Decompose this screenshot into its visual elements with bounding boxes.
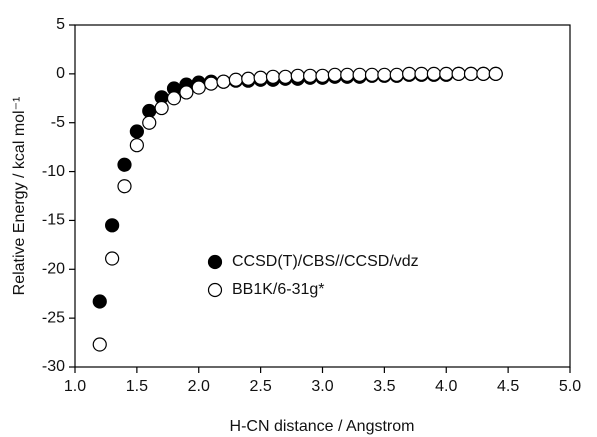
marker <box>105 251 120 266</box>
marker <box>154 100 169 116</box>
x-tick-label: 5.0 <box>559 378 581 395</box>
marker <box>129 124 144 139</box>
y-tick-label: -15 <box>42 212 65 229</box>
marker <box>290 68 305 83</box>
marker <box>265 69 281 84</box>
marker <box>327 67 342 82</box>
marker <box>364 67 380 82</box>
legend-label: BB1K/6-31g* <box>232 281 325 298</box>
marker <box>216 74 231 89</box>
y-tick-label: -25 <box>42 309 65 326</box>
marker <box>166 91 182 106</box>
marker <box>402 66 417 81</box>
x-axis-label: H-CN distance / Angstrom <box>230 418 415 435</box>
marker <box>92 294 107 309</box>
marker <box>451 66 466 81</box>
y-tick-label: -30 <box>42 358 65 375</box>
x-tick-label: 1.5 <box>126 378 148 395</box>
marker <box>92 337 107 352</box>
x-tick-label: 4.5 <box>497 378 519 395</box>
marker <box>228 72 243 87</box>
x-tick-label: 1.0 <box>64 378 86 395</box>
marker <box>117 157 132 172</box>
marker <box>352 67 367 82</box>
marker <box>414 66 429 81</box>
marker <box>463 66 479 81</box>
marker <box>191 80 206 95</box>
x-tick-label: 2.5 <box>250 378 272 395</box>
marker <box>315 68 330 83</box>
y-tick-label: 0 <box>56 65 65 82</box>
x-tick-label: 2.0 <box>188 378 210 395</box>
marker <box>142 103 157 119</box>
legend-label: CCSD(T)/CBS//CCSD/vdz <box>232 253 419 270</box>
marker <box>241 71 256 86</box>
marker <box>129 138 144 153</box>
marker <box>340 67 355 82</box>
marker <box>253 70 268 85</box>
legend-marker <box>207 282 223 298</box>
marker <box>105 218 120 233</box>
marker <box>278 69 293 84</box>
marker <box>488 66 503 81</box>
y-tick-label: -5 <box>51 114 65 131</box>
y-tick-label: 5 <box>56 16 65 33</box>
x-tick-label: 3.0 <box>311 378 333 395</box>
marker <box>439 66 454 81</box>
y-tick-label: -10 <box>42 163 65 180</box>
x-tick-label: 4.0 <box>435 378 457 395</box>
marker <box>204 76 219 91</box>
y-tick-label: -20 <box>42 261 65 278</box>
marker <box>426 66 441 81</box>
legend-marker <box>207 254 223 270</box>
x-tick-label: 3.5 <box>373 378 395 395</box>
marker <box>179 85 194 100</box>
marker <box>377 67 392 82</box>
marker <box>142 115 157 130</box>
marker <box>303 68 318 83</box>
y-axis-label: Relative Energy / kcal mol⁻¹ <box>11 97 28 296</box>
marker <box>117 179 132 194</box>
marker <box>389 67 404 82</box>
marker <box>476 66 491 81</box>
